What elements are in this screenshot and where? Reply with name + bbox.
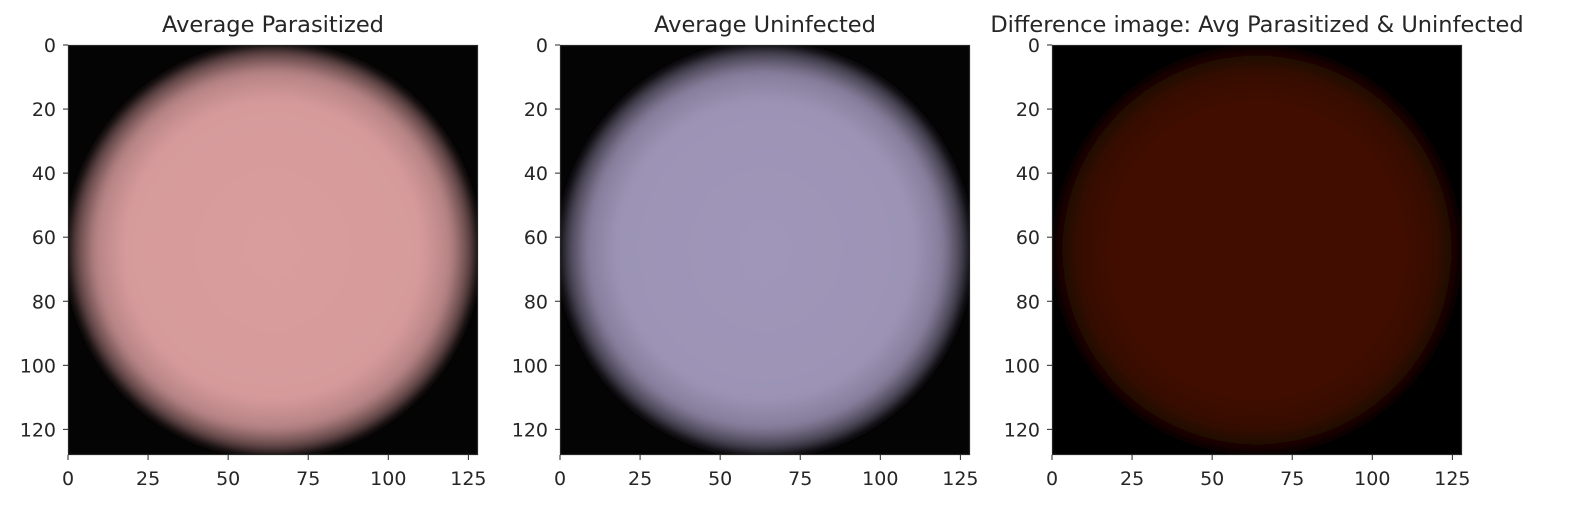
y-tick-label: 40 [32, 163, 56, 185]
subplot-3: Difference image: Avg Parasitized & Unin… [990, 12, 1523, 490]
y-tick-label: 100 [20, 355, 56, 377]
x-tick-label: 0 [554, 468, 566, 490]
y-tick-label: 0 [536, 35, 548, 57]
x-tick-label: 50 [1200, 468, 1224, 490]
y-tick-label: 60 [32, 227, 56, 249]
y-tick-label: 120 [20, 419, 56, 441]
y-tick-label: 80 [1016, 291, 1040, 313]
y-tick-label: 60 [1016, 227, 1040, 249]
axes-frame [1051, 44, 1463, 456]
y-tick-label: 20 [524, 99, 548, 121]
x-tick-label: 75 [1280, 468, 1304, 490]
axes-frame [67, 44, 479, 456]
x-tick-label: 25 [1120, 468, 1144, 490]
average-cell-image [68, 45, 478, 455]
x-tick-label: 100 [862, 468, 898, 490]
x-tick-label: 75 [296, 468, 320, 490]
y-tick-label: 0 [44, 35, 56, 57]
y-tick-label: 20 [1016, 99, 1040, 121]
y-tick-label: 100 [1004, 355, 1040, 377]
y-tick-label: 20 [32, 99, 56, 121]
subplot-title: Average Uninfected [654, 12, 876, 38]
subplot-title: Average Parasitized [162, 12, 384, 38]
y-tick-label: 120 [512, 419, 548, 441]
y-tick-label: 120 [1004, 419, 1040, 441]
y-tick-label: 80 [32, 291, 56, 313]
axes-frame [559, 44, 971, 456]
x-tick-label: 100 [370, 468, 406, 490]
y-tick-label: 0 [1028, 35, 1040, 57]
x-tick-label: 125 [1434, 468, 1470, 490]
subplot-title: Difference image: Avg Parasitized & Unin… [990, 12, 1523, 38]
x-tick-label: 25 [136, 468, 160, 490]
x-tick-label: 125 [450, 468, 486, 490]
x-tick-label: 0 [1046, 468, 1058, 490]
y-tick-label: 100 [512, 355, 548, 377]
y-tick-label: 60 [524, 227, 548, 249]
x-tick-label: 25 [628, 468, 652, 490]
x-tick-label: 125 [942, 468, 978, 490]
subplot-1: Average Parasitized 0 25 50 75 100 125 0 20 40 60 8… [20, 12, 487, 490]
average-cell-image [560, 45, 970, 455]
y-tick-label: 40 [1016, 163, 1040, 185]
y-tick-label: 80 [524, 291, 548, 313]
x-tick-label: 0 [62, 468, 74, 490]
subplot-2: Average Uninfected 0 25 50 75 100 125 0 20 40 60 80… [512, 12, 979, 490]
x-tick-label: 100 [1354, 468, 1390, 490]
x-tick-label: 75 [788, 468, 812, 490]
x-tick-label: 50 [216, 468, 240, 490]
x-tick-label: 50 [708, 468, 732, 490]
y-tick-label: 40 [524, 163, 548, 185]
average-cell-image [1052, 45, 1462, 455]
